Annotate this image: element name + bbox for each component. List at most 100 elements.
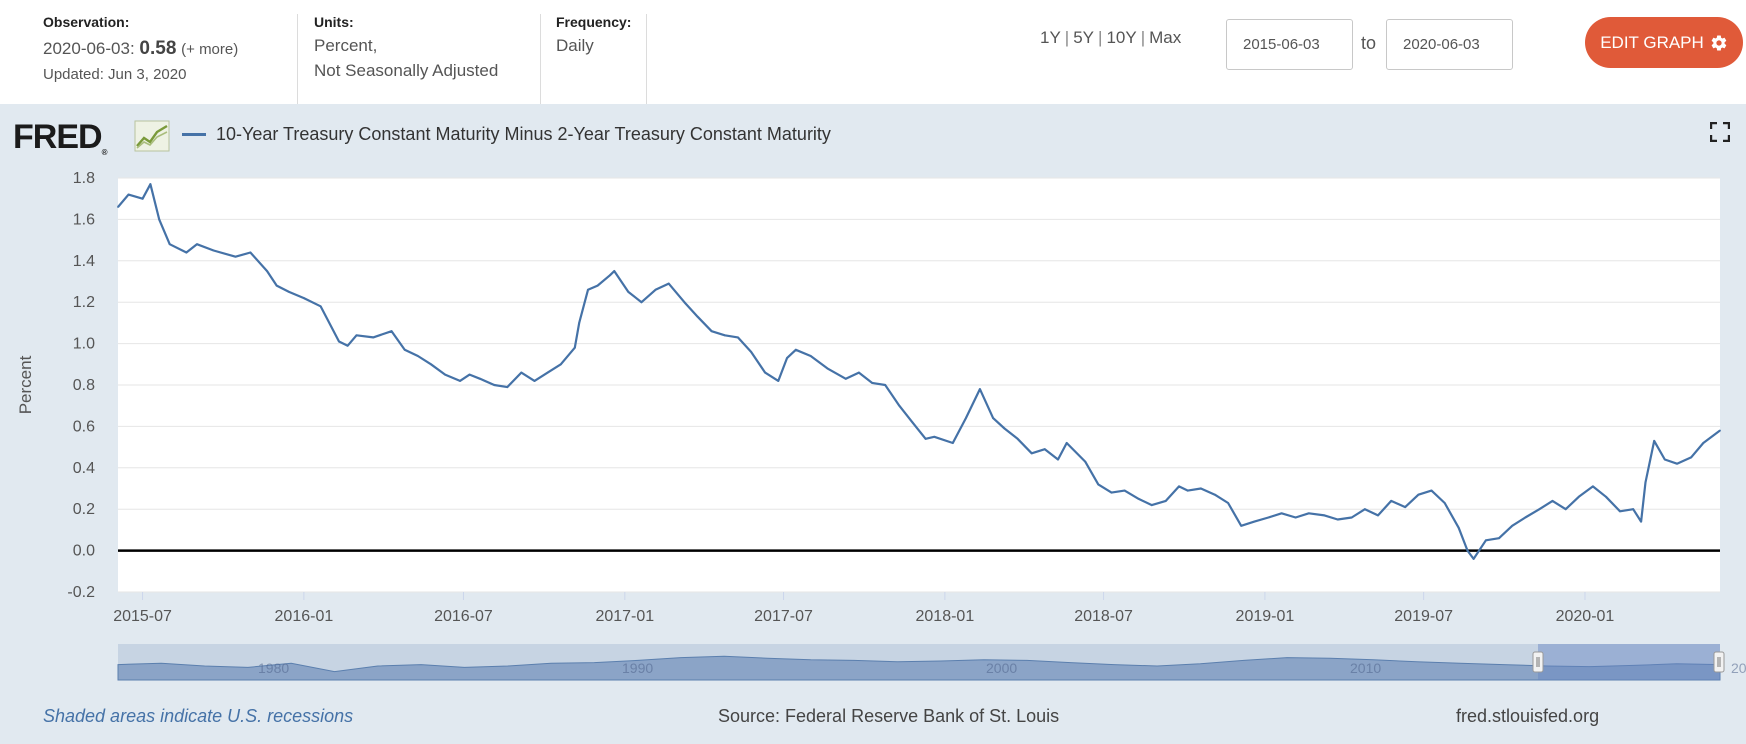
data-point: [609, 274, 611, 277]
data-point: [809, 355, 812, 357]
y-tick-label: 1.8: [73, 170, 95, 187]
data-point: [1472, 557, 1475, 560]
observation-value: 0.58: [139, 38, 177, 59]
data-point: [794, 348, 797, 351]
data-point: [979, 388, 981, 391]
data-point: [1466, 549, 1469, 552]
data-point: [858, 371, 860, 374]
range-1y[interactable]: 1Y: [1040, 28, 1061, 47]
x-tick-label: 2017-07: [754, 608, 813, 625]
edit-graph-button[interactable]: EDIT GRAPH: [1585, 17, 1743, 68]
x-tick-label: 2015-07: [113, 608, 172, 625]
data-point: [1538, 508, 1541, 511]
data-point: [372, 336, 375, 339]
data-point: [710, 330, 713, 333]
data-point: [1214, 493, 1216, 496]
divider: [540, 14, 541, 104]
data-point: [546, 371, 549, 374]
data-point: [1336, 518, 1339, 521]
y-tick-label: 0.4: [73, 460, 95, 477]
data-point: [1564, 508, 1567, 511]
y-tick-label: 0.2: [73, 501, 95, 518]
navigator-left-handle[interactable]: [1532, 651, 1544, 673]
data-point: [520, 371, 523, 374]
data-point: [951, 442, 954, 444]
x-tick-label: 2018-07: [1074, 608, 1133, 625]
legend-label: 10-Year Treasury Constant Maturity Minus…: [216, 124, 831, 144]
y-tick-label: 1.6: [73, 211, 95, 228]
units-line2: Not Seasonally Adjusted: [314, 61, 499, 80]
y-tick-label: 1.4: [73, 253, 95, 270]
data-point: [924, 437, 927, 440]
data-point: [573, 346, 576, 349]
data-point: [185, 251, 188, 254]
data-point: [275, 284, 278, 287]
data-point: [578, 322, 581, 324]
updated-date: Updated: Jun 3, 2020: [43, 66, 187, 83]
observation-more-link[interactable]: (+ more): [181, 41, 239, 58]
data-point: [1443, 502, 1446, 504]
data-point: [444, 373, 446, 376]
data-point: [533, 379, 536, 382]
data-point: [1280, 512, 1283, 515]
data-point: [1003, 427, 1006, 430]
units-line1: Percent,: [314, 36, 378, 55]
data-point: [898, 404, 901, 407]
data-point: [750, 350, 752, 353]
data-point: [667, 282, 670, 285]
data-point: [459, 379, 461, 382]
navigator-ticks: 1980 1990 2000 2010 2020: [258, 660, 1746, 676]
range-5y[interactable]: 5Y: [1073, 28, 1095, 47]
data-point: [654, 288, 657, 291]
data-point: [764, 371, 767, 374]
data-point: [168, 243, 171, 246]
data-point: [1240, 524, 1243, 527]
data-point: [416, 355, 419, 357]
navigator-selection[interactable]: [1538, 644, 1720, 680]
observation-line: 2020-06-03: 0.58 (+ more): [43, 38, 239, 59]
data-point: [1253, 520, 1256, 523]
data-point: [1084, 460, 1087, 463]
data-point: [1404, 506, 1407, 509]
data-point: [1484, 539, 1487, 542]
fred-url-link[interactable]: fred.stlouisfed.org: [1456, 706, 1600, 726]
frequency-block: Frequency: Daily: [556, 14, 631, 58]
data-point: [158, 218, 161, 221]
fred-logo[interactable]: FRED®: [13, 118, 107, 157]
data-point: [117, 206, 119, 208]
range-sep: |: [1098, 28, 1103, 47]
data-point: [844, 377, 847, 380]
divider: [297, 14, 298, 104]
recession-note-link[interactable]: Shaded areas indicate U.S. recessions: [43, 706, 354, 726]
data-point: [640, 301, 643, 304]
data-point: [196, 243, 198, 246]
data-point: [468, 373, 471, 376]
data-point: [627, 290, 630, 293]
navigator-area: [117, 655, 1721, 681]
frequency-label: Frequency:: [556, 14, 632, 30]
range-max[interactable]: Max: [1149, 28, 1182, 47]
line-chart: 1.8 1.6 1.4 1.2 1.0 0.8 0.6 0.4 0.2 0.0 -0.2 2015-…: [16, 170, 1746, 681]
navigator-tick-label: 1980: [258, 660, 289, 676]
navigator-right-handle[interactable]: [1713, 651, 1725, 673]
range-navigator[interactable]: 1980 1990 2000 2010 2020: [117, 644, 1746, 681]
observation-header: Observation: 2020-06-03: 0.58 (+ more) U…: [0, 0, 1746, 104]
data-point: [479, 377, 482, 380]
data-point: [1227, 502, 1229, 504]
data-point: [1057, 458, 1059, 461]
data-point: [1605, 495, 1607, 498]
data-point: [338, 340, 340, 343]
fullscreen-icon[interactable]: [1710, 122, 1730, 142]
data-point: [737, 336, 739, 339]
data-point: [127, 193, 130, 196]
series-points: [117, 183, 1721, 560]
range-10y[interactable]: 10Y: [1106, 28, 1137, 47]
data-point: [1653, 439, 1656, 442]
line-graph-icon: [134, 120, 170, 152]
end-date-input[interactable]: [1386, 19, 1513, 70]
y-axis-ticks: 1.8 1.6 1.4 1.2 1.0 0.8 0.6 0.4 0.2 0.0 -0.2: [67, 170, 95, 601]
data-point: [430, 363, 432, 366]
y-tick-label: -0.2: [67, 584, 95, 601]
data-point: [302, 297, 305, 299]
start-date-input[interactable]: [1226, 19, 1353, 70]
